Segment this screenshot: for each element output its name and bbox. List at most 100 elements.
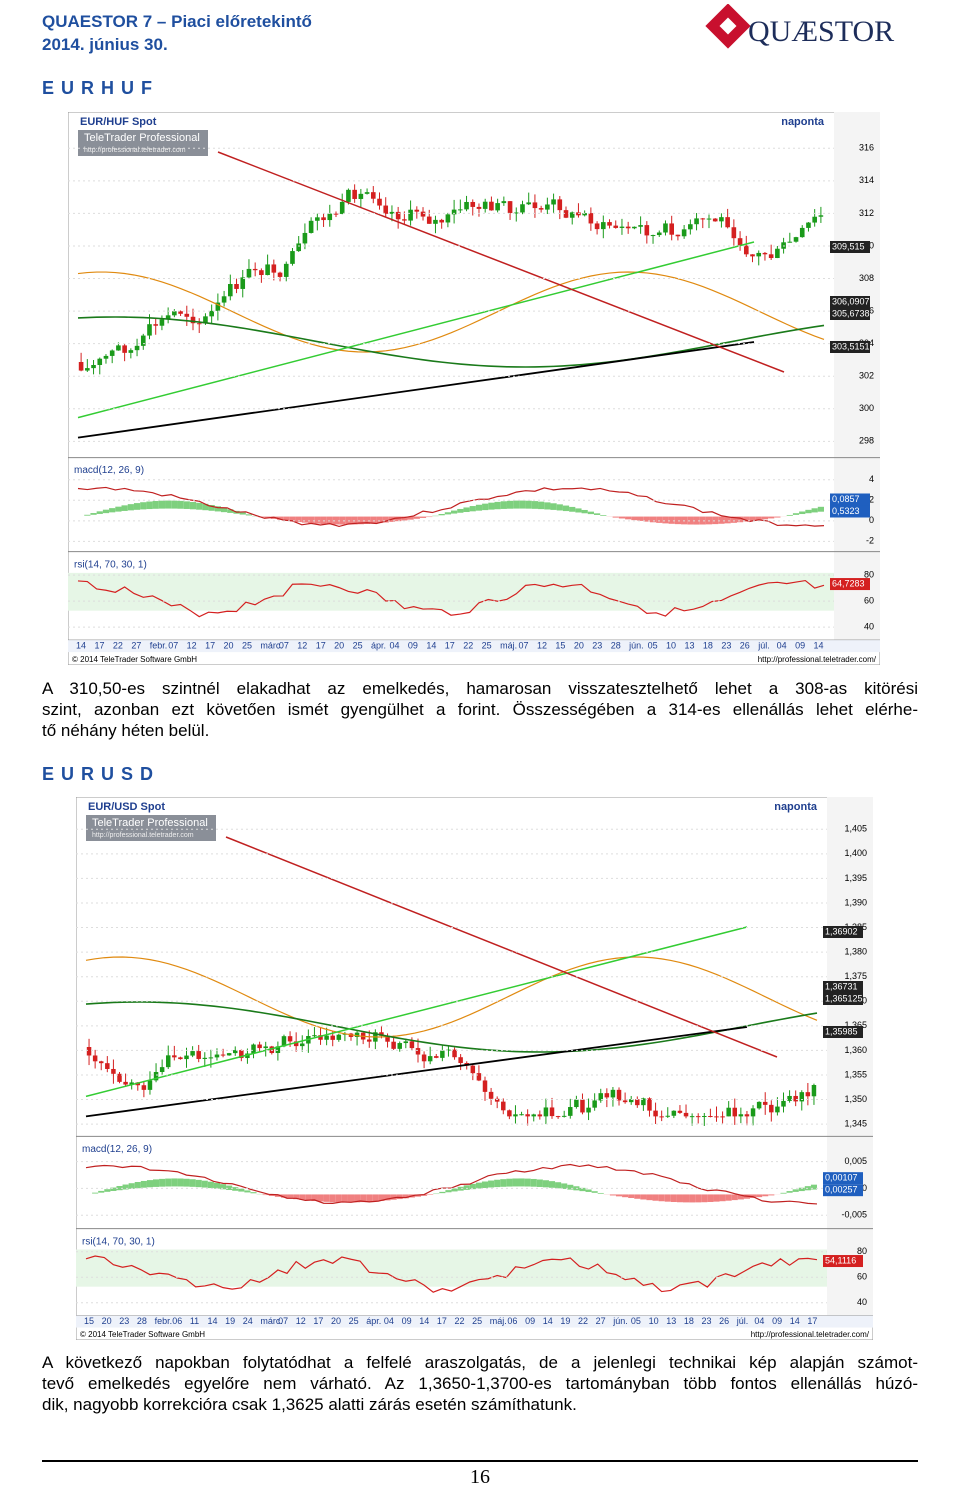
footer-url: http://professional.teletrader.com/: [758, 655, 877, 664]
candle-body: [526, 202, 531, 204]
candle-body: [327, 214, 332, 220]
candle-body: [756, 253, 761, 256]
candle-body: [507, 1110, 511, 1116]
date-label: 10: [666, 640, 676, 650]
candle-body: [707, 219, 712, 220]
candle-body: [544, 1107, 548, 1116]
date-label: 17: [94, 640, 104, 650]
macd-bar: [140, 502, 146, 509]
date-label: 12: [296, 1316, 306, 1326]
candle-body: [806, 223, 811, 228]
macd-bar: [544, 502, 550, 509]
macd-bar: [165, 501, 171, 509]
macd-bar: [202, 1181, 208, 1188]
date-label: 18: [684, 1316, 694, 1326]
text-line: tevő emelkedés egyelőre nem várható. Az …: [42, 1373, 918, 1394]
candle-body: [172, 311, 177, 315]
copyright: © 2014 TeleTrader Software GmbH: [80, 1330, 205, 1339]
candle-body: [259, 270, 264, 275]
macd-bar: [519, 1178, 525, 1186]
value-box-label: 1,365125: [825, 993, 863, 1003]
macd-bar: [238, 1189, 244, 1192]
macd-bar: [445, 512, 451, 514]
candle-body: [635, 1099, 639, 1105]
date-label: 19: [560, 1316, 570, 1326]
candle-body: [416, 1048, 420, 1054]
macd-bar: [214, 1183, 220, 1189]
candle-body: [611, 1090, 615, 1098]
macd-bar: [582, 510, 588, 513]
candle-body: [91, 365, 96, 368]
macd-bar: [445, 1190, 451, 1192]
macd-bar: [153, 501, 159, 509]
macd-bar: [317, 1194, 323, 1201]
macd-bar: [695, 1194, 701, 1202]
candle-body: [626, 227, 631, 229]
value-box-label: 54,1116: [825, 1255, 856, 1265]
footer-rule: [42, 1460, 918, 1462]
axis-tick-label: 312: [859, 208, 874, 218]
candle-body: [184, 314, 189, 317]
macd-bar: [650, 517, 656, 523]
candle-body: [564, 210, 569, 218]
date-label: 27: [596, 1316, 606, 1326]
date-label: 13: [684, 640, 694, 650]
candle-body: [471, 1066, 475, 1073]
macd-bar: [780, 1193, 786, 1194]
macd-bar: [457, 509, 463, 513]
date-label: 25: [353, 640, 363, 650]
macd-bar: [190, 502, 196, 509]
candle-body: [324, 1036, 328, 1040]
candle-body: [408, 210, 413, 221]
macd-bar: [549, 1181, 555, 1188]
macd-bar: [675, 517, 681, 525]
candle-body: [434, 1056, 438, 1058]
macd-bar: [250, 1192, 256, 1193]
macd-bar: [586, 1189, 592, 1191]
candle-body: [531, 1114, 535, 1116]
candle-body: [733, 1108, 737, 1117]
macd-bar: [701, 1194, 707, 1202]
macd-bar: [594, 513, 600, 515]
macd-bar: [488, 1181, 494, 1188]
candle-body: [141, 336, 146, 346]
macd-bar: [372, 1194, 378, 1201]
macd-bar: [128, 504, 134, 510]
value-box-label: 64,7283: [832, 578, 865, 588]
candle-body: [632, 227, 637, 229]
candle-body: [483, 1080, 487, 1091]
candle-body: [247, 269, 252, 277]
macd-bar: [793, 513, 799, 515]
macd-bar: [799, 511, 805, 514]
candle-body: [97, 359, 102, 365]
macd-bar: [482, 504, 488, 510]
axis-tick-label: 308: [859, 273, 874, 283]
macd-bar: [662, 517, 668, 524]
date-label: 07: [519, 640, 529, 650]
candle-body: [647, 1098, 651, 1110]
axis-tick-label: 298: [859, 436, 874, 446]
date-label: 17: [313, 1316, 323, 1326]
macd-bar: [98, 1191, 104, 1193]
candle-body: [538, 1114, 542, 1116]
axis-tick-label: 4: [869, 474, 874, 484]
candle-body: [562, 1116, 566, 1117]
candle-body: [508, 201, 513, 213]
macd-bar: [563, 506, 569, 512]
macd-bar: [600, 515, 606, 516]
macd-bar: [183, 1179, 189, 1187]
candle-body: [196, 1051, 200, 1059]
macd-bar: [659, 1194, 665, 1201]
macd-bar: [793, 1189, 799, 1192]
section-heading: E U R U S D: [42, 764, 154, 785]
paragraph: A 310,50-es szintnél elakadhat az emelke…: [42, 678, 918, 741]
period: naponta: [774, 801, 818, 813]
macd-bar: [720, 1194, 726, 1201]
macd-bar: [147, 1180, 153, 1187]
macd-bar: [501, 501, 507, 509]
logo-text: QUÆSTOR: [748, 15, 894, 48]
candle-body: [489, 202, 494, 211]
macd-bar: [616, 1194, 622, 1196]
candle-body: [700, 218, 705, 219]
candle-body: [458, 1057, 462, 1063]
